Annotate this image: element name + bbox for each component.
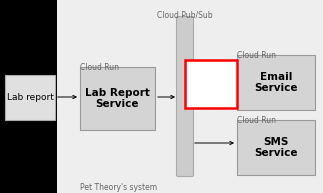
Bar	[80, 67, 155, 130]
Bar	[5, 75, 55, 120]
Text: Cloud Run: Cloud Run	[237, 116, 276, 125]
Text: Cloud Run: Cloud Run	[80, 63, 119, 72]
Text: Email
Service: Email Service	[254, 72, 298, 93]
Text: Cloud Run: Cloud Run	[237, 51, 276, 60]
Text: Lab report: Lab report	[6, 93, 53, 102]
Bar	[185, 60, 237, 108]
Bar	[0, 0, 57, 193]
Text: SMS
Service: SMS Service	[254, 137, 298, 158]
Text: Cloud Pub/Sub: Cloud Pub/Sub	[157, 11, 213, 20]
Bar	[237, 55, 315, 110]
Bar	[237, 120, 315, 175]
FancyBboxPatch shape	[176, 16, 193, 177]
Text: Pet Theory's system: Pet Theory's system	[80, 183, 157, 192]
Text: Lab Report
Service: Lab Report Service	[85, 88, 150, 109]
